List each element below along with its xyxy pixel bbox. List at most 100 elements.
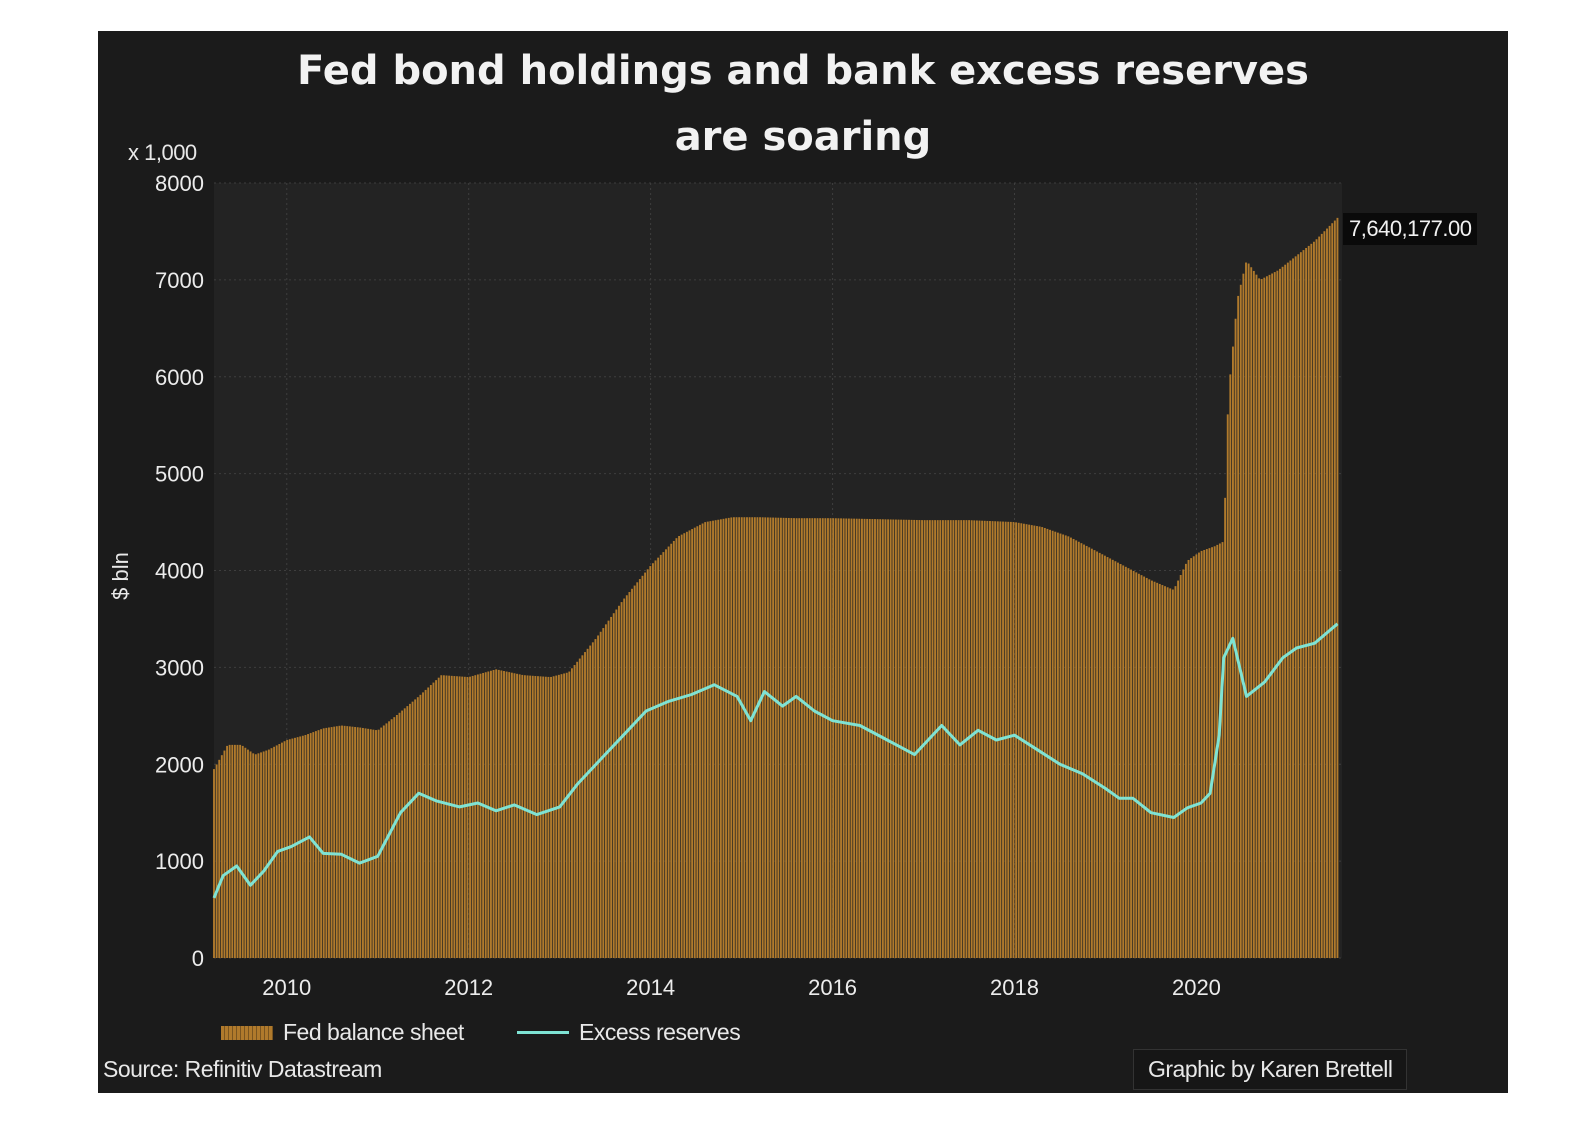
fed-balance-sheet-bar [1137,573,1140,958]
fed-balance-sheet-bar [934,520,937,958]
fed-balance-sheet-bar [879,519,882,958]
fed-balance-sheet-bar [1205,549,1208,958]
fed-balance-sheet-bar [699,524,701,958]
fed-balance-sheet-bar [1153,581,1156,958]
fed-balance-sheet-bar [1064,535,1067,958]
fed-balance-sheet-bar [868,518,871,958]
legend-swatch-line [517,1031,569,1035]
fed-balance-sheet-bar [1135,572,1138,958]
fed-balance-sheet-bar [837,518,840,958]
fed-balance-sheet-bar [307,734,309,958]
fed-balance-sheet-bar [322,728,325,958]
fed-balance-sheet-bar [390,719,393,958]
fed-balance-sheet-bar [267,749,270,958]
x-tick-label: 2018 [990,975,1039,1000]
legend-item-excess-reserves[interactable]: Excess reserves [517,1018,741,1046]
fed-balance-sheet-bar [270,748,273,958]
fed-balance-sheet-bar [372,729,375,958]
fed-balance-sheet-bar [325,727,328,958]
fed-balance-sheet-bar [910,519,913,958]
fed-balance-sheet-bar [414,699,417,958]
fed-balance-sheet-bar [1250,267,1253,958]
fed-balance-sheet-bar [1265,276,1268,958]
fed-balance-sheet-bar [1085,545,1088,958]
fed-balance-sheet-bar [1200,550,1203,958]
fed-balance-sheet-bar [1164,586,1166,958]
y-tick-label: 8000 [155,171,204,196]
fed-balance-sheet-bar [1067,536,1070,958]
fed-balance-sheet-bar [516,673,519,958]
fed-balance-sheet-bar [539,676,542,958]
fed-balance-sheet-bar [620,602,623,958]
fed-balance-sheet-bar [1179,575,1182,958]
fed-balance-sheet-bar [1054,531,1057,958]
fed-balance-sheet-bar [1174,586,1177,958]
fed-balance-sheet-bar [380,727,383,958]
fed-balance-sheet-bar [320,729,323,958]
fed-balance-sheet-bar [435,680,438,958]
fed-balance-sheet-bar [970,520,973,958]
fed-balance-sheet-bar [411,701,414,958]
fed-balance-sheet-bar [1221,542,1224,958]
fed-balance-sheet-bar [840,518,842,958]
fed-balance-sheet-bar [393,717,396,958]
fed-balance-sheet-bar [1279,268,1281,959]
fed-balance-sheet-bar [625,595,628,958]
fed-balance-sheet-bar [1158,583,1161,958]
fed-balance-sheet-bar [1132,570,1135,958]
fed-balance-sheet-bar [573,665,576,958]
fed-balance-sheet-bar [226,745,229,958]
fed-balance-sheet-bar [941,520,944,958]
fed-balance-sheet-bar [973,520,976,958]
y-tick-label: 6000 [155,365,204,390]
fed-balance-sheet-bar [685,531,688,958]
fed-balance-sheet-bar [223,750,226,958]
fed-balance-sheet-bar [1232,346,1234,958]
fed-balance-sheet-bar [1130,569,1132,958]
fed-balance-sheet-bar [811,518,814,958]
fed-balance-sheet-bar [416,697,419,958]
fed-balance-sheet-bar [560,674,563,958]
fed-balance-sheet-bar [388,721,390,958]
fed-balance-sheet-bar [361,727,364,958]
fed-balance-sheet-bar [850,518,853,958]
y-tick-label: 1000 [155,849,204,874]
fed-balance-sheet-bar [874,519,876,958]
fed-balance-sheet-bar [424,689,427,958]
fed-balance-sheet-bar [638,579,641,958]
fed-balance-sheet-bar [301,735,304,958]
fed-balance-sheet-bar [897,519,900,958]
fed-balance-sheet-bar [646,569,649,958]
fed-balance-sheet-bar [1297,254,1300,958]
fed-balance-sheet-bar [1333,220,1336,959]
fed-balance-sheet-bar [1258,278,1261,958]
fed-balance-sheet-bar [871,519,874,958]
fed-balance-sheet-bar [1318,236,1321,958]
fed-balance-sheet-bar [356,727,359,958]
fed-balance-sheet-bar [471,675,474,958]
fed-balance-sheet-bar [492,670,495,958]
fed-balance-sheet-bar [1127,568,1130,958]
fed-balance-sheet-bar [777,517,780,958]
fed-balance-sheet-bar [727,517,730,958]
fed-balance-sheet-bar [599,631,602,958]
fed-balance-sheet-bar [813,518,816,958]
fed-balance-sheet-bar [1263,277,1266,958]
fed-balance-sheet-bar [983,520,986,958]
fed-balance-sheet-bar [819,518,822,958]
fed-balance-sheet-bar [1043,527,1046,958]
fed-balance-sheet-bar [401,710,404,958]
fed-balance-sheet-bar [1203,549,1206,958]
fed-balance-sheet-bar [338,725,341,958]
fed-balance-sheet-bar [1161,585,1164,958]
fed-balance-sheet-bar [1124,566,1127,958]
fed-balance-sheet-bar [894,519,897,958]
fed-balance-sheet-bar [962,520,965,958]
fed-balance-sheet-bar [518,674,521,958]
fed-balance-sheet-bar [1096,551,1099,958]
x-tick-label: 2014 [626,975,675,1000]
legend-item-fed-balance-sheet[interactable]: Fed balance sheet [221,1018,464,1046]
fed-balance-sheet-bar [1059,533,1062,958]
fed-balance-sheet-bar [612,613,615,958]
fed-balance-sheet-bar [228,744,231,958]
